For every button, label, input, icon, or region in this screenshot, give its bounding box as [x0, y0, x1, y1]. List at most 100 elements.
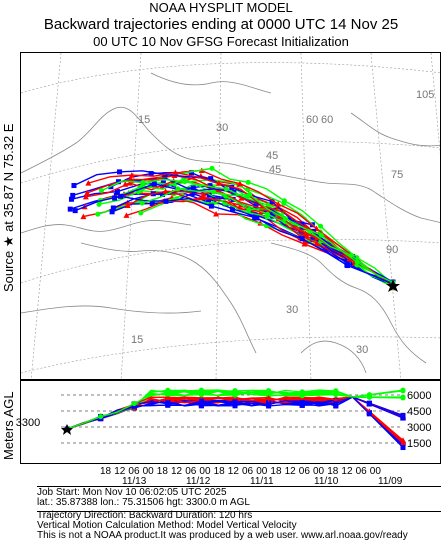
altitude-marker [366, 411, 372, 417]
job-location: lat.: 35.87388 lon.: 75.31506 hgt: 3300.… [37, 497, 250, 508]
trajectory-marker [269, 198, 275, 204]
trajectory-marker [188, 170, 194, 176]
alt-label-3000: 3000 [407, 422, 432, 434]
grid-label: 30 [356, 344, 368, 356]
grid-label: 90 [386, 244, 398, 256]
trajectory-marker [182, 179, 188, 185]
grid-label: 45 [266, 150, 278, 162]
trajectory-marker [139, 200, 145, 206]
trajectory-marker [246, 207, 252, 213]
hour-tick: 00 [142, 466, 154, 477]
grid-label: 15 [131, 334, 143, 346]
trajectory-marker [190, 185, 196, 191]
alt-label-1500: 1500 [407, 438, 432, 450]
hour-tick: 00 [256, 466, 268, 477]
grid-label: 30 [216, 122, 228, 134]
trajectory-marker [124, 202, 131, 209]
trajectory-marker [162, 188, 169, 194]
altitude-marker [366, 394, 372, 400]
altitude-marker [400, 415, 406, 421]
alt-label-4500: 4500 [407, 406, 432, 418]
trajectory-marker [282, 216, 288, 222]
hour-tick: 06 [298, 466, 310, 477]
job-start: Job Start: Mon Nov 10 06:02:05 UTC 2025 [37, 487, 227, 498]
trajectory-marker [80, 213, 87, 220]
trajectory-marker [238, 195, 245, 201]
trajectory-marker [275, 201, 282, 207]
grid-label: 30 [286, 304, 298, 316]
trajectory-title: Backward trajectories ending at 0000 UTC… [43, 16, 399, 33]
grid-label: 60 [306, 114, 318, 126]
hour-tick: 06 [185, 466, 197, 477]
grid-label: 15 [138, 114, 150, 126]
source-location-label: Source ★ at 35.87 N 75.32 E [1, 123, 16, 292]
date-tick: 11/13 [122, 476, 147, 487]
trajectory-direction: Trajectory Direction: Backward Duration:… [37, 510, 253, 521]
trajectory-marker [208, 176, 214, 182]
hour-tick: 18 [213, 466, 225, 477]
trajectory-marker [208, 203, 214, 209]
start-star-icon [61, 424, 73, 435]
grid-label: 105 [416, 89, 434, 101]
hour-tick: 06 [128, 466, 140, 477]
altitude-marker [165, 402, 171, 408]
trajectory-marker [140, 179, 146, 185]
trajectory-marker [82, 193, 89, 200]
trajectory-marker [265, 211, 271, 217]
model-title: NOAA HYSPLIT MODEL [149, 0, 293, 15]
trajectory-marker [72, 208, 78, 214]
trajectory-marker [118, 193, 124, 199]
initialization-subtitle: 00 UTC 10 Nov GFSG Forecast Initializati… [93, 34, 349, 49]
altitude-panel [20, 380, 441, 464]
trajectory-marker [247, 191, 253, 197]
trajectory-marker [254, 215, 260, 221]
hour-tick: 06 [242, 466, 254, 477]
trajectory-marker [236, 180, 243, 187]
job-info: Job Start: Mon Nov 10 06:02:05 UTC 2025 … [37, 488, 408, 541]
grid-labels: 60 45 30 15 30 45 60 75 90 105 30 15 [131, 89, 434, 356]
alt-label-6000: 6000 [407, 390, 432, 402]
date-tick: 11/10 [314, 476, 339, 487]
trajectory-marker [200, 191, 207, 197]
start-altitude-label: 3300 [15, 417, 41, 429]
trajectory-marker [151, 181, 157, 187]
trajectory-line [141, 188, 394, 284]
source-star-icon [386, 279, 400, 292]
altitude-marker [332, 396, 339, 403]
grid-label: 45 [269, 164, 281, 176]
info-divider-mid [37, 511, 441, 512]
trajectory-marker [215, 180, 222, 186]
hour-tick: 00 [313, 466, 325, 477]
grid-label: 60 [321, 114, 333, 126]
trajectory-marker [354, 259, 360, 265]
trajectory-marker [71, 183, 77, 189]
trajectory-marker [123, 212, 130, 218]
hour-tick: 00 [369, 466, 381, 477]
altitude-marker [333, 392, 339, 398]
trajectory-marker [163, 198, 169, 204]
trajectory-map: 60 45 30 15 30 45 60 75 90 105 30 15 [20, 52, 441, 380]
trajectory-marker [114, 189, 120, 195]
hour-tick: 12 [284, 466, 296, 477]
trajectory-marker [110, 205, 116, 211]
altitude-canvas [61, 387, 406, 451]
map-canvas: 60 45 30 15 30 45 60 75 90 105 30 15 [21, 53, 440, 379]
hour-tick: 18 [100, 466, 112, 477]
vertical-motion-method: Vertical Motion Calculation Method: Mode… [37, 520, 297, 531]
altitude-marker [400, 440, 406, 446]
trajectory-line [74, 195, 394, 285]
trajectory-marker [281, 198, 287, 204]
hour-tick: 12 [227, 466, 239, 477]
trajectory-marker [199, 194, 206, 200]
date-tick: 11/12 [186, 476, 211, 487]
trajectory-marker [175, 186, 181, 192]
altitude-marker [98, 414, 104, 420]
trajectory-marker [85, 180, 92, 186]
trajectory-marker [70, 192, 76, 198]
altitude-marker [266, 390, 272, 396]
trajectory-marker [172, 169, 179, 175]
hour-tick: 12 [114, 466, 126, 477]
trajectory-paths [67, 165, 396, 291]
trajectory-marker [299, 236, 305, 242]
hour-tick: 06 [355, 466, 367, 477]
